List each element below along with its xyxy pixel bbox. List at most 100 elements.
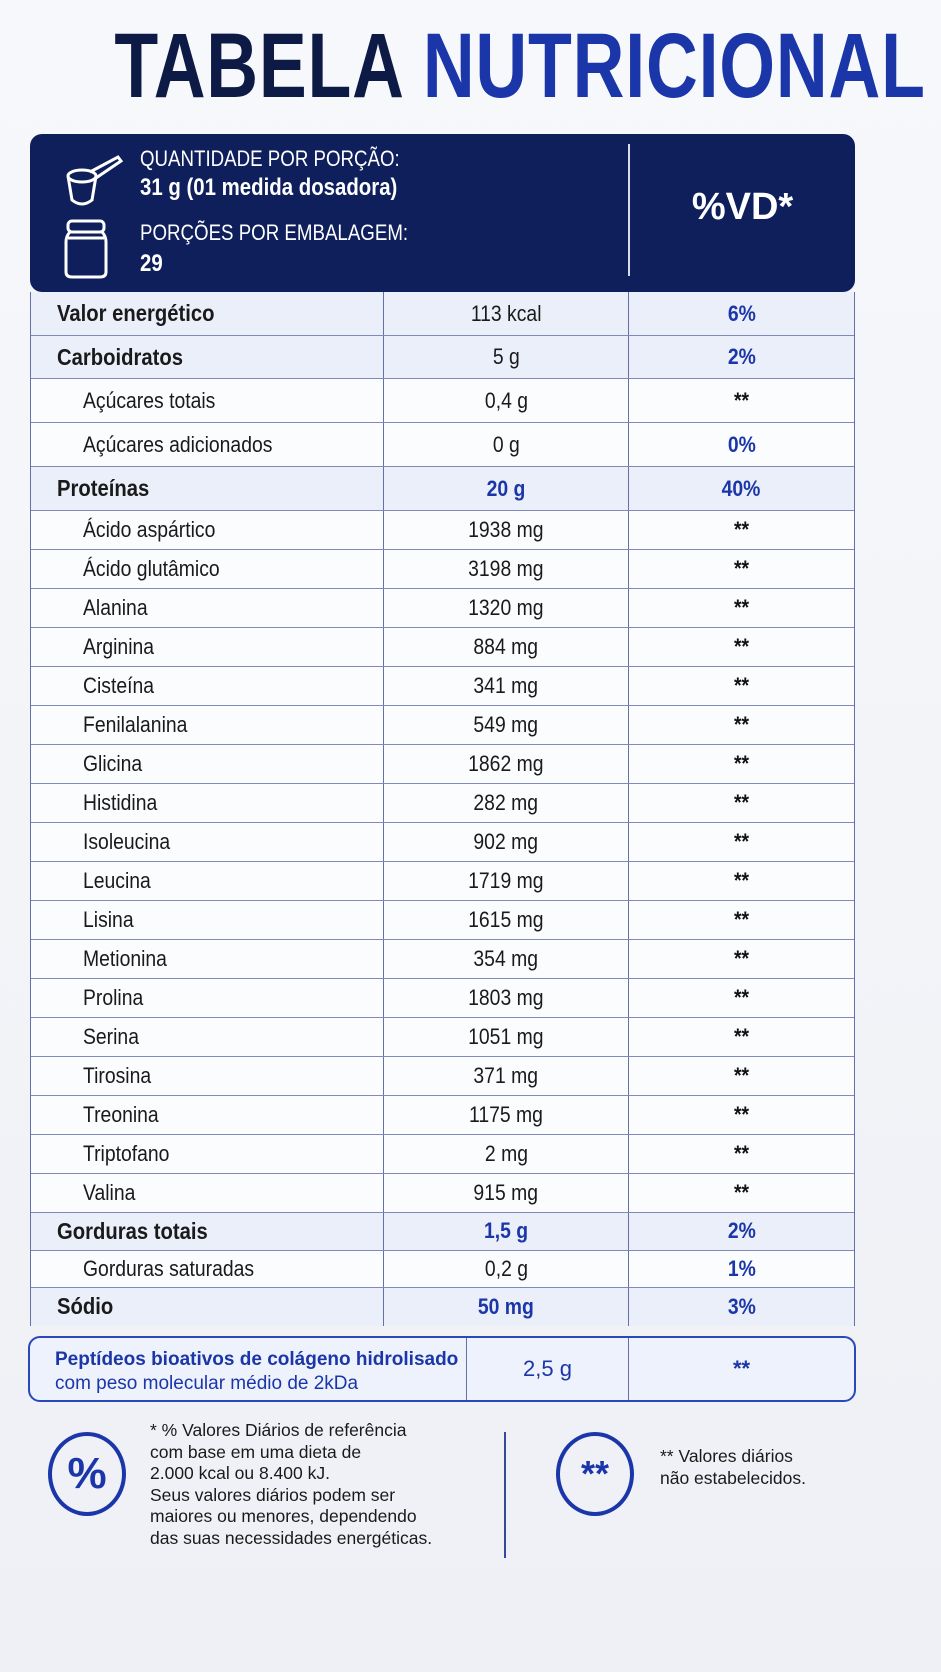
- nutrient-daily-value: **: [733, 868, 750, 893]
- nutrient-name: Gorduras totais: [57, 1217, 208, 1244]
- measuring-scoop-icon: [66, 155, 124, 206]
- header-divider: [628, 144, 630, 276]
- nutrient-name: Valor energético: [57, 300, 215, 326]
- nutrient-amount: 5 g: [492, 344, 520, 369]
- nutrient-amount: 354 mg: [473, 946, 539, 971]
- nutrient-name: Ácido glutâmico: [83, 556, 220, 581]
- nutrient-name: Carboidratos: [57, 343, 183, 370]
- table-row: Ácido aspártico 1938 mg **: [31, 511, 854, 550]
- nutrient-amount: 2 mg: [484, 1141, 528, 1166]
- nutrient-daily-value: **: [733, 387, 750, 413]
- nutrient-daily-value: **: [733, 1102, 750, 1127]
- table-row: Leucina 1719 mg **: [31, 862, 854, 901]
- table-row: Isoleucina 902 mg **: [31, 823, 854, 862]
- nutrient-amount: 1175 mg: [469, 1102, 543, 1127]
- title-part2: NUTRICIONAL: [422, 15, 926, 117]
- jar-icon: [64, 219, 108, 279]
- nutrient-name: Metionina: [83, 946, 167, 971]
- serving-value: 31 g (01 medida dosadora): [140, 174, 398, 201]
- title-part1: TABELA: [114, 15, 403, 117]
- table-row: Gorduras totais 1,5 g 2%: [31, 1213, 854, 1251]
- vd-header: %VD*: [691, 186, 794, 228]
- nutrient-daily-value: **: [733, 673, 750, 698]
- nutrient-name: Lisina: [83, 907, 134, 932]
- peptides-row: Peptídeos bioativos de colágeno hidrolis…: [28, 1336, 856, 1402]
- table-row: Serina 1051 mg **: [31, 1018, 854, 1057]
- table-row: Treonina 1175 mg **: [31, 1096, 854, 1135]
- nutrient-amount: 341 mg: [473, 673, 539, 698]
- table-row: Triptofano 2 mg **: [31, 1135, 854, 1174]
- nutrient-amount: 1,5 g: [483, 1218, 529, 1244]
- nutrient-name: Isoleucina: [83, 829, 171, 854]
- table-row: Arginina 884 mg **: [31, 628, 854, 667]
- nutrient-daily-value: **: [733, 1024, 750, 1049]
- nutrient-name: Treonina: [83, 1102, 159, 1127]
- nutrient-amount: 50 mg: [478, 1293, 534, 1319]
- nutrient-amount: 1938 mg: [468, 517, 544, 542]
- percent-icon: %: [48, 1432, 126, 1516]
- nutrient-daily-value: **: [733, 1141, 750, 1166]
- nutrient-amount: 3198 mg: [468, 556, 544, 581]
- nutrient-daily-value: **: [733, 985, 750, 1010]
- nutrient-name: Ácido aspártico: [83, 517, 216, 542]
- nutrient-daily-value: **: [733, 1180, 750, 1205]
- stars-icon: **: [556, 1432, 634, 1516]
- nutrient-amount: 1862 mg: [468, 751, 544, 776]
- nutrient-name: Cisteína: [83, 673, 155, 698]
- page-title: TABELA NUTRICIONAL: [0, 14, 941, 119]
- servings-value: 29: [140, 250, 163, 277]
- footer-divider: [504, 1432, 506, 1558]
- nutrient-amount: 915 mg: [473, 1180, 539, 1205]
- nutrient-name: Arginina: [83, 634, 155, 659]
- nutrient-name: Serina: [83, 1024, 139, 1049]
- nutrient-daily-value: **: [733, 517, 750, 542]
- nutrient-amount: 1719 mg: [468, 868, 544, 893]
- nutrient-name: Valina: [83, 1180, 136, 1205]
- serving-label: QUANTIDADE POR PORÇÃO:: [140, 146, 400, 171]
- table-row: Lisina 1615 mg **: [31, 901, 854, 940]
- nutrient-daily-value: **: [733, 712, 750, 737]
- table-row: Metionina 354 mg **: [31, 940, 854, 979]
- nutrient-name: Prolina: [83, 985, 144, 1010]
- table-row: Alanina 1320 mg **: [31, 589, 854, 628]
- servings-label: PORÇÕES POR EMBALAGEM:: [140, 220, 409, 245]
- nutrient-daily-value: **: [733, 946, 750, 971]
- table-row: Tirosina 371 mg **: [31, 1057, 854, 1096]
- nutrient-daily-value: **: [733, 1063, 750, 1088]
- peptides-vd: **: [732, 1356, 751, 1381]
- nutrient-daily-value: **: [733, 790, 750, 815]
- nutrient-amount: 0 g: [492, 431, 520, 457]
- percent-note: * % Valores Diários de referência com ba…: [150, 1420, 433, 1548]
- peptides-label-line1: Peptídeos bioativos de colágeno hidrolis…: [55, 1349, 459, 1370]
- nutrient-name: Proteínas: [57, 475, 150, 501]
- table-header: QUANTIDADE POR PORÇÃO: 31 g (01 medida d…: [30, 134, 855, 292]
- table-row: Sódio 50 mg 3%: [31, 1288, 854, 1326]
- table-row: Histidina 282 mg **: [31, 784, 854, 823]
- nutrient-name: Leucina: [83, 868, 151, 893]
- nutrient-amount: 371 mg: [473, 1063, 539, 1088]
- nutrient-name: Triptofano: [83, 1141, 170, 1166]
- table-row: Glicina 1862 mg **: [31, 745, 854, 784]
- nutrient-name: Histidina: [83, 790, 158, 815]
- nutrient-daily-value: **: [733, 634, 750, 659]
- nutrient-daily-value: 6%: [727, 300, 756, 326]
- peptides-label-line2: com peso molecular médio de 2kDa: [55, 1373, 359, 1394]
- nutrient-amount: 902 mg: [473, 829, 539, 854]
- table-row: Açúcares totais 0,4 g **: [31, 379, 854, 423]
- peptides-value: 2,5 g: [467, 1338, 629, 1400]
- nutrient-name: Açúcares adicionados: [83, 431, 273, 457]
- nutrient-daily-value: 3%: [727, 1293, 756, 1319]
- nutrient-amount: 282 mg: [473, 790, 539, 815]
- stars-note: ** Valores diários não estabelecidos.: [660, 1446, 806, 1488]
- nutrient-amount: 1803 mg: [468, 985, 544, 1010]
- table-row: Valina 915 mg **: [31, 1174, 854, 1213]
- nutrient-amount: 0,2 g: [484, 1255, 528, 1281]
- nutrition-table: Valor energético 113 kcal 6% Carboidratos 5 …: [30, 292, 855, 1326]
- nutrient-daily-value: 2%: [727, 344, 756, 369]
- nutrient-daily-value: 0%: [727, 431, 756, 457]
- nutrient-daily-value: 2%: [727, 1218, 756, 1244]
- table-row: Açúcares adicionados 0 g 0%: [31, 423, 854, 467]
- nutrient-daily-value: **: [733, 556, 750, 581]
- nutrient-name: Sódio: [57, 1293, 114, 1320]
- nutrient-amount: 20 g: [486, 475, 526, 501]
